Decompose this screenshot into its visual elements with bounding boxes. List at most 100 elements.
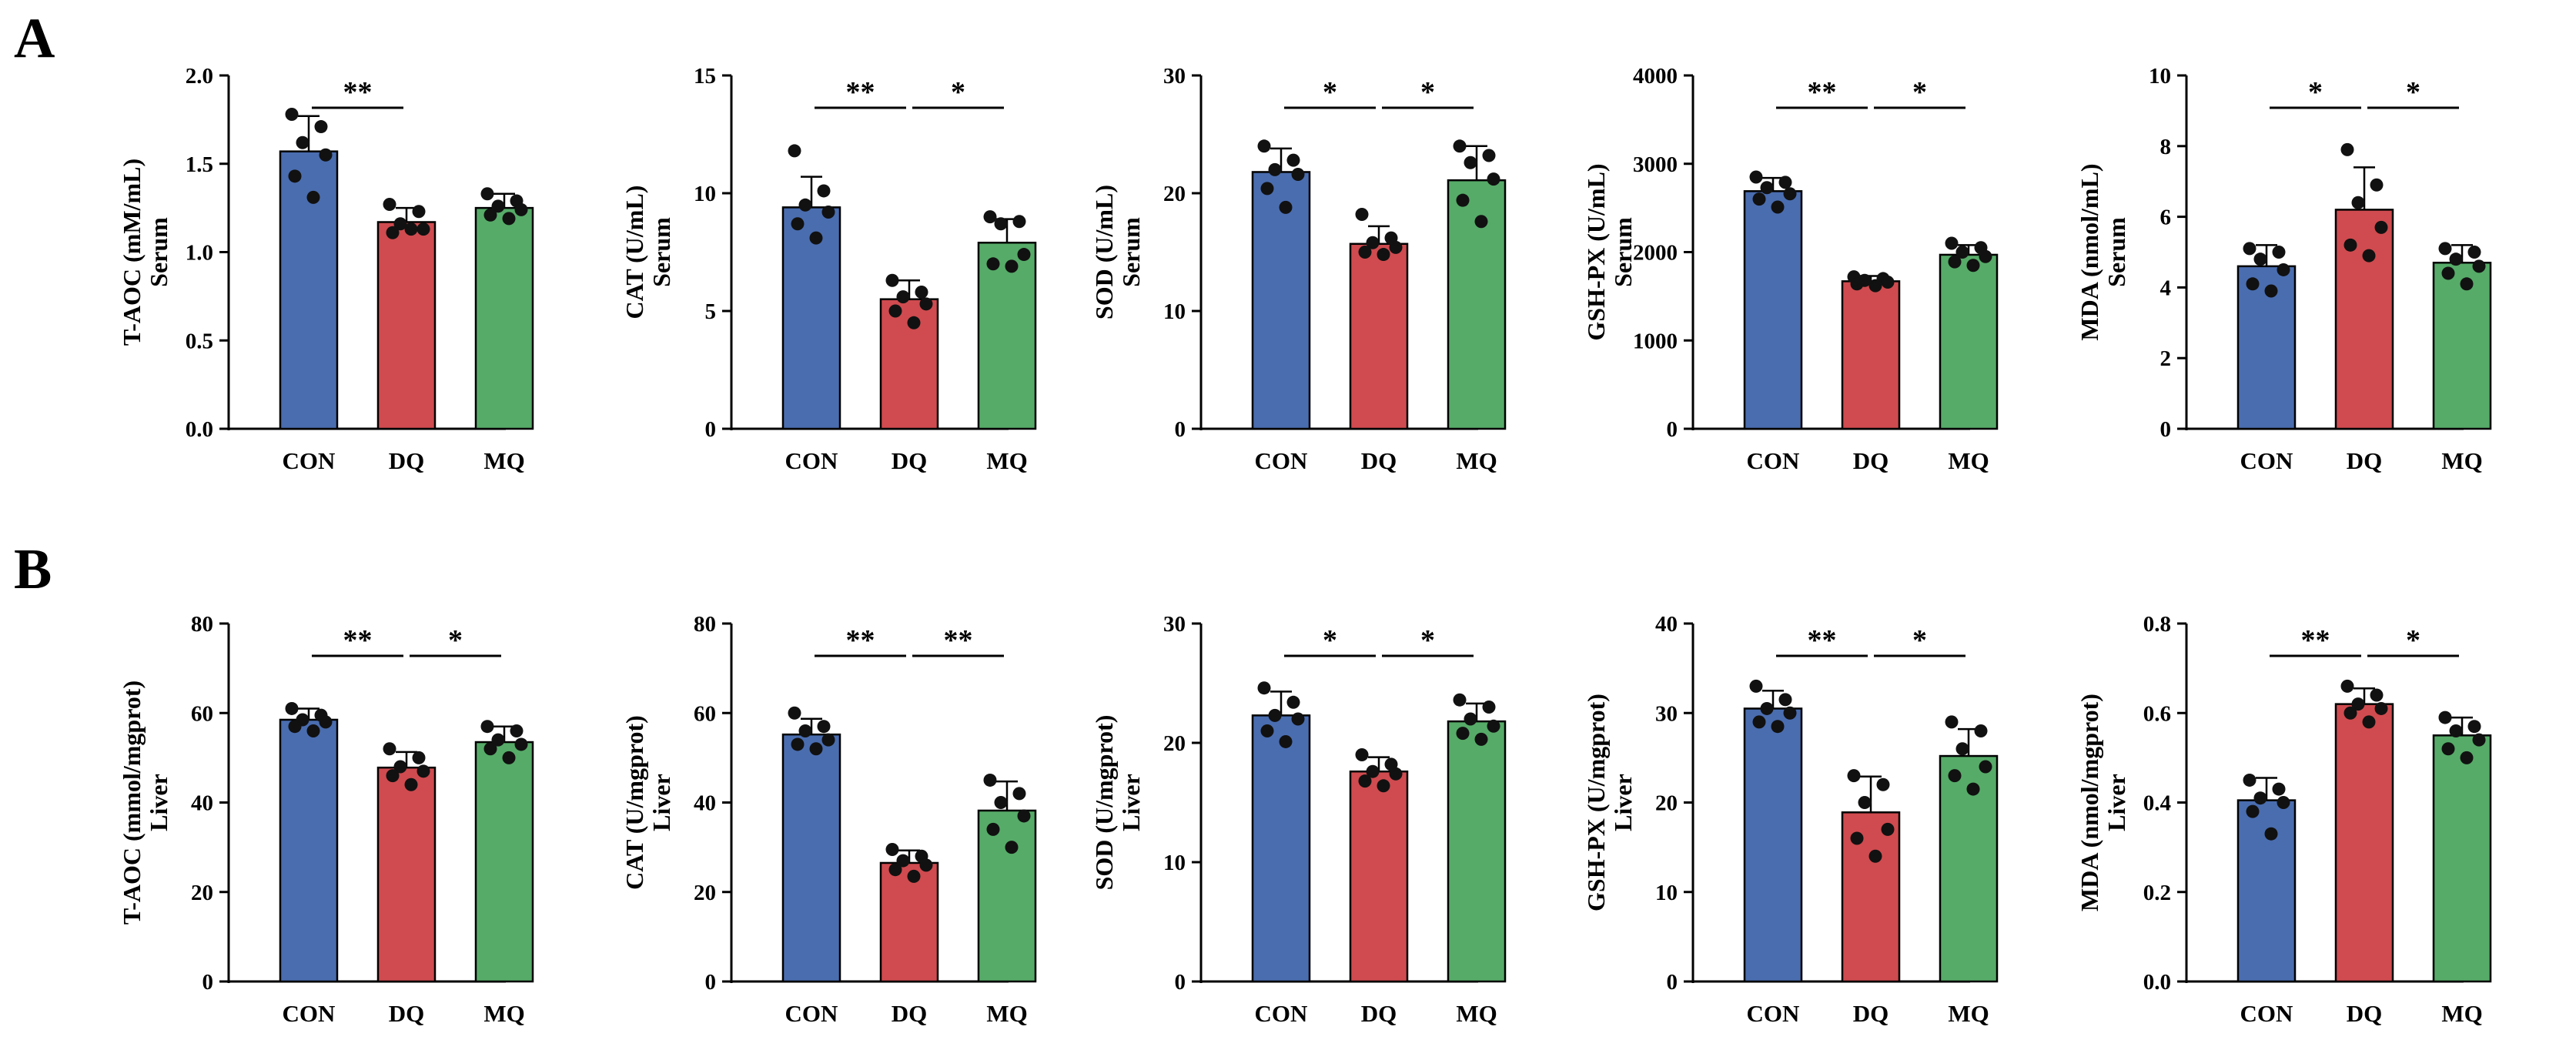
data-point [1377, 779, 1390, 793]
data-point [285, 107, 299, 121]
data-point [480, 187, 494, 201]
y-tick-label: 20 [1163, 182, 1186, 206]
data-point [791, 217, 805, 231]
y-tick-label: 4 [2160, 276, 2172, 300]
chart-6: 0 20 40 60 80 CAT (U/mgprot) Liver CON DQ MQ ** ** [621, 612, 1037, 1027]
data-point [1850, 277, 1864, 291]
y-tick-label: 0 [705, 417, 717, 442]
bar-mq [474, 206, 534, 430]
data-point [1017, 248, 1031, 262]
data-point [896, 290, 910, 304]
data-point [1389, 767, 1403, 781]
chart-0: 0.0 0.5 1.0 1.5 2.0 T-AOC (mM/mL) Serum CON DQ MQ… [118, 64, 534, 474]
significance-label: * [1912, 76, 1927, 109]
chart-9: 0.0 0.2 0.4 0.6 0.8 MDA (nmol/mgprot) Liver CON… [2076, 612, 2492, 1027]
y-axis-tissue-label: Liver [647, 774, 675, 831]
data-point [2472, 733, 2486, 747]
significance-label: * [2308, 76, 2323, 109]
data-point [809, 231, 823, 245]
data-point [2277, 796, 2290, 809]
x-tick-label-con: CON [785, 447, 838, 474]
bar-con [2236, 799, 2297, 983]
y-tick-label: 0.2 [2143, 881, 2171, 905]
bar-mq [474, 741, 534, 983]
data-point [386, 226, 400, 239]
x-tick-label-con: CON [283, 447, 336, 474]
y-axis-title: MDA (nmol/mL) [2076, 163, 2103, 340]
data-point [809, 742, 823, 756]
data-point [2340, 679, 2354, 693]
bar-con [1251, 171, 1311, 430]
x-tick-label-mq: MQ [2441, 1000, 2482, 1027]
data-point [2277, 262, 2290, 276]
y-axis-title: CAT (U/mL) [621, 186, 648, 319]
bar-dq [1841, 280, 1901, 430]
data-point [1771, 200, 1785, 214]
data-point [1377, 248, 1390, 262]
data-point [888, 304, 902, 318]
data-point [2370, 688, 2384, 702]
data-point [2351, 196, 2365, 209]
x-tick-label-dq: DQ [389, 447, 425, 474]
data-point [412, 205, 426, 219]
data-point [1783, 706, 1797, 720]
data-point [483, 208, 497, 222]
data-point [1955, 742, 1969, 756]
y-axis-title: MDA (nmol/mgprot) [2076, 694, 2103, 911]
data-point [1487, 719, 1500, 733]
chart-3: 0 1000 2000 3000 4000 GSH-PX (U/mL) Serum CON DQ… [1582, 64, 1999, 474]
y-tick-label: 2 [2160, 346, 2172, 371]
y-tick-label: 30 [1163, 612, 1186, 637]
significance-label: * [1420, 624, 1435, 657]
data-point [1778, 176, 1792, 189]
significance-label: ** [944, 624, 973, 657]
y-axis-tissue-label: Serum [1117, 217, 1145, 287]
data-point [2467, 720, 2481, 734]
data-point [907, 869, 921, 883]
bar-dq [1349, 242, 1409, 430]
y-axis-title: CAT (U/mgprot) [621, 715, 648, 890]
data-point [2264, 827, 2278, 841]
data-point [1464, 155, 1477, 169]
data-point [1876, 777, 1890, 791]
data-point [1868, 849, 1882, 863]
data-point [817, 184, 831, 198]
x-tick-label-mq: MQ [1456, 1000, 1497, 1027]
data-point [983, 773, 997, 787]
y-axis-title: T-AOC (mmol/mgprot) [118, 680, 146, 925]
data-point [1979, 760, 1992, 774]
x-tick-label-dq: DQ [389, 1000, 425, 1027]
data-point [2438, 242, 2452, 256]
x-tick-label-dq: DQ [1853, 1000, 1889, 1027]
x-tick-label-mq: MQ [483, 1000, 524, 1027]
data-point [907, 316, 921, 329]
data-point [1286, 695, 1300, 709]
data-point [480, 720, 494, 734]
data-point [1948, 769, 1962, 783]
y-tick-label: 0 [1175, 970, 1186, 995]
bar-mq [977, 242, 1037, 430]
data-point [2362, 249, 2376, 262]
significance-label: * [2406, 624, 2420, 657]
y-axis-title: SOD (U/mL) [1090, 185, 1118, 319]
data-point [986, 822, 1000, 836]
bar-con [1743, 707, 1803, 983]
data-point [393, 217, 407, 231]
significance-label: * [1420, 76, 1435, 109]
bar-con [279, 718, 339, 983]
data-point [2272, 782, 2286, 796]
data-point [1881, 276, 1895, 289]
significance-label: * [448, 624, 463, 657]
data-point [1783, 187, 1797, 201]
data-point [2343, 238, 2357, 252]
data-point [296, 135, 309, 149]
data-point [393, 760, 407, 774]
data-point [1974, 724, 1988, 737]
data-point [2243, 242, 2257, 256]
x-tick-label-mq: MQ [1948, 1000, 1989, 1027]
data-point [1749, 679, 1763, 693]
data-point [1268, 162, 1282, 176]
data-point [288, 169, 302, 183]
